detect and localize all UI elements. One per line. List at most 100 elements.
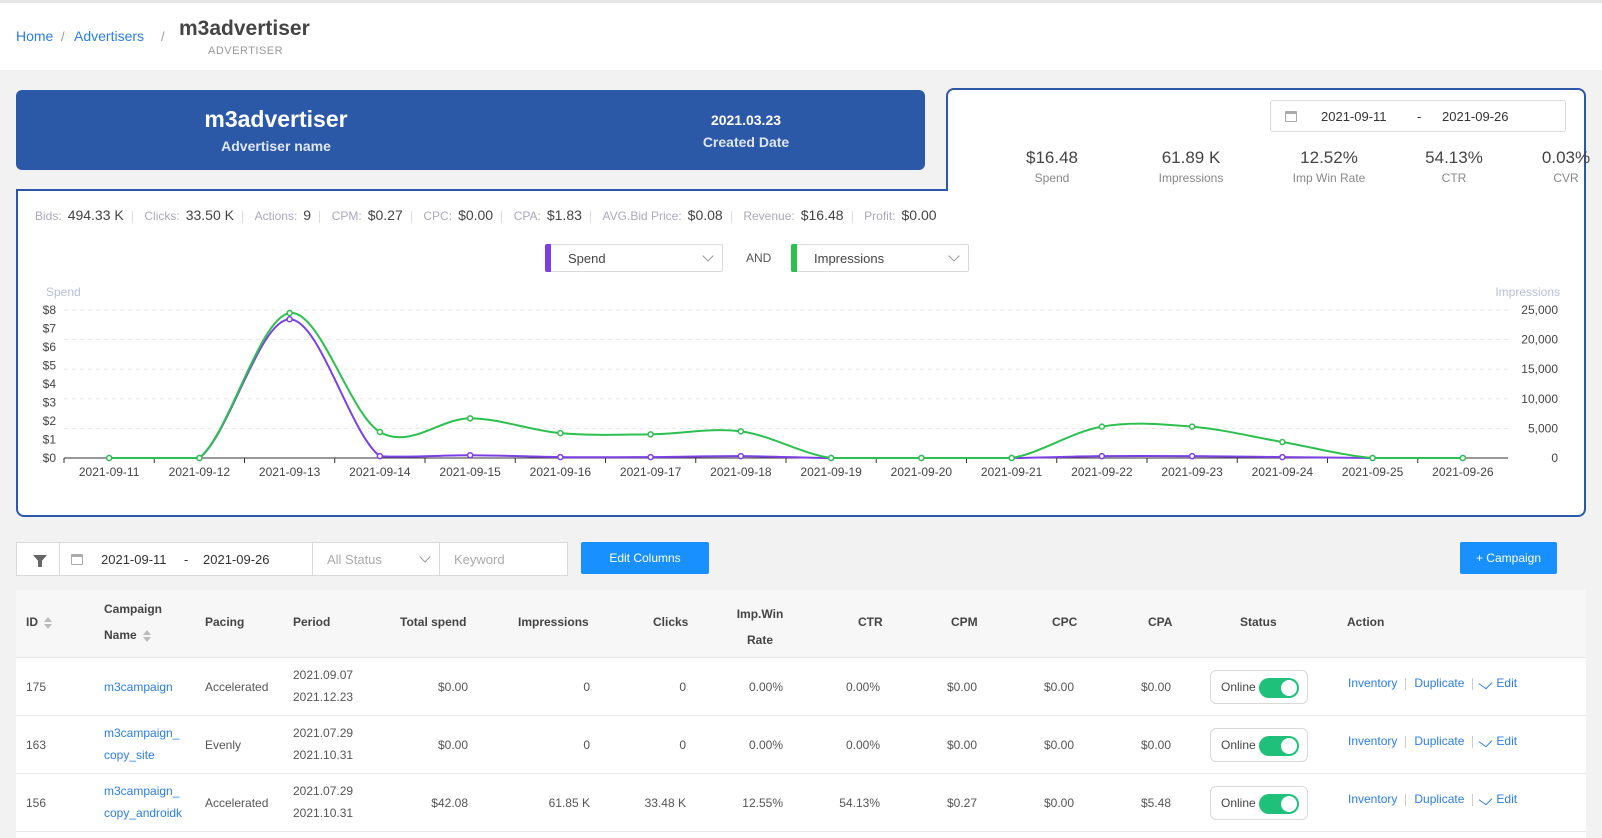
filter-icon xyxy=(33,555,47,563)
kpi-ctr: 54.13% CTR xyxy=(1394,148,1514,185)
status-toggle[interactable]: Online xyxy=(1210,786,1308,820)
duplicate-link[interactable]: Duplicate xyxy=(1414,792,1465,806)
created-date: 2021.03.23 xyxy=(710,112,782,128)
x-tick-label: 2021-09-25 xyxy=(1342,465,1404,479)
status-select-value: All Status xyxy=(327,552,382,567)
edit-columns-button[interactable]: Edit Columns xyxy=(581,542,709,574)
status-select[interactable]: All Status xyxy=(312,542,440,576)
kpi-range-end: 2021-09-26 xyxy=(1442,109,1509,124)
toggle-switch[interactable] xyxy=(1259,736,1299,756)
stat-label: Bids: xyxy=(35,209,62,223)
col-period: Period xyxy=(293,615,331,629)
kpi-label: CVR xyxy=(1553,171,1579,185)
y-tick-label: $7 xyxy=(43,322,57,336)
col-imp-win-rate: Imp.Win Rate xyxy=(736,607,784,647)
table-date-range-picker[interactable]: 2021-09-11 - 2021-09-26 xyxy=(59,542,313,576)
pencil-icon xyxy=(1478,794,1493,806)
cell-period: 2021.09.07 2021.12.23 xyxy=(293,668,354,704)
toggle-switch[interactable] xyxy=(1259,794,1299,814)
status-toggle[interactable]: Online xyxy=(1210,670,1308,704)
inventory-link[interactable]: Inventory xyxy=(1348,676,1398,690)
y2-axis-title: Impressions xyxy=(1495,285,1560,299)
kpi-value: 54.13% xyxy=(1425,148,1483,167)
duplicate-link[interactable]: Duplicate xyxy=(1414,676,1465,690)
data-point xyxy=(466,451,474,459)
x-tick-label: 2021-09-17 xyxy=(620,465,682,479)
kpi-cvr: 0.03% CVR xyxy=(1506,148,1602,185)
chevron-down-icon xyxy=(948,250,960,262)
row-actions: Inventory Duplicate Edit xyxy=(1348,676,1517,690)
row-actions: Inventory Duplicate Edit xyxy=(1348,734,1517,748)
spend-impressions-chart: Spend Impressions 0 5,000 10,000 15,000 20,000… xyxy=(43,285,1560,479)
x-tick-label: 2021-09-18 xyxy=(710,465,772,479)
stat-value: $0.00 xyxy=(458,207,494,223)
stat-label: Clicks: xyxy=(144,209,180,223)
left-metric-value: Spend xyxy=(568,251,606,266)
cell-clicks: 0 xyxy=(679,680,686,694)
chart-panel: Bids: 494.33 K Clicks: 33.50 K Actions: 9 C… xyxy=(16,189,1586,517)
col-action: Action xyxy=(1347,615,1385,629)
x-tick-label: 2021-09-14 xyxy=(349,465,411,479)
stat-label: Revenue: xyxy=(743,209,795,223)
status-toggle[interactable]: Online xyxy=(1210,728,1308,762)
toggle-switch[interactable] xyxy=(1259,678,1299,698)
cell-ctr: 0.00% xyxy=(845,680,880,694)
keyword-input[interactable]: Keyword xyxy=(439,542,568,576)
kpi-date-range-picker[interactable]: 2021-09-11 - 2021-09-26 xyxy=(1270,100,1566,132)
kpi-spend: $16.48 Spend xyxy=(992,148,1112,185)
breadcrumb-advertisers[interactable]: Advertisers xyxy=(74,28,145,44)
cell-id: 156 xyxy=(26,796,47,810)
page-title: m3advertiser xyxy=(179,17,310,40)
col-campaign-name[interactable]: Campaign Name xyxy=(104,602,163,642)
duplicate-link[interactable]: Duplicate xyxy=(1414,734,1465,748)
col-cpa: CPA xyxy=(1148,615,1173,629)
table-row: 156 m3campaign_ copy_androidk Accelerated… xyxy=(16,774,1586,832)
table-header: ID Campaign Name Pacing Period Total spen… xyxy=(16,590,1586,658)
y-tick-label: $5 xyxy=(43,359,57,373)
status-label: Online xyxy=(1221,680,1256,694)
cell-imp-win-rate: 0.00% xyxy=(748,680,783,694)
data-point xyxy=(1369,454,1376,462)
kpi-impressions: 61.89 K Impressions xyxy=(1131,148,1251,185)
status-label: Online xyxy=(1221,796,1256,810)
right-metric-select[interactable]: Impressions xyxy=(791,244,969,272)
keyword-placeholder: Keyword xyxy=(454,552,505,567)
inventory-link[interactable]: Inventory xyxy=(1348,792,1398,806)
y2-tick-label: 25,000 xyxy=(1521,303,1558,317)
filter-button[interactable] xyxy=(16,542,60,576)
kpi-label: Spend xyxy=(1034,171,1070,185)
y-tick-label: $1 xyxy=(43,433,57,447)
cell-total-spend: $42.08 xyxy=(431,796,468,810)
breadcrumb-home[interactable]: Home xyxy=(16,28,54,44)
col-id[interactable]: ID xyxy=(26,615,52,629)
left-metric-select[interactable]: Spend xyxy=(545,244,723,272)
col-total-spend: Total spend xyxy=(400,615,467,629)
chevron-down-icon xyxy=(702,250,714,262)
x-tick-label: 2021-09-21 xyxy=(981,465,1043,479)
y-tick-label: $0 xyxy=(43,451,57,465)
stat-value: $16.48 xyxy=(800,207,844,223)
edit-link[interactable]: Edit xyxy=(1496,792,1518,806)
y-tick-label: $6 xyxy=(43,340,57,354)
col-ctr: CTR xyxy=(858,615,883,629)
stat-label: AVG.Bid Price: xyxy=(602,209,682,223)
data-point xyxy=(737,428,745,435)
series-line-spend xyxy=(109,318,1463,460)
campaign-name-link[interactable]: m3campaign_ copy_site xyxy=(104,726,180,762)
data-point xyxy=(737,452,745,460)
campaign-name-link[interactable]: m3campaign xyxy=(104,680,173,694)
stat-value: $1.83 xyxy=(546,207,582,223)
kpi-value: 61.89 K xyxy=(1161,148,1221,167)
x-tick-label: 2021-09-15 xyxy=(439,465,501,479)
x-tick-label: 2021-09-24 xyxy=(1252,465,1314,479)
y-tick-label: $3 xyxy=(43,396,57,410)
edit-link[interactable]: Edit xyxy=(1496,676,1518,690)
cell-impressions: 0 xyxy=(583,680,590,694)
inventory-link[interactable]: Inventory xyxy=(1348,734,1398,748)
edit-link[interactable]: Edit xyxy=(1496,734,1518,748)
add-campaign-button[interactable]: + Campaign xyxy=(1460,542,1557,574)
cell-imp-win-rate: 12.55% xyxy=(742,796,783,810)
campaign-name-link[interactable]: m3campaign_ copy_androidk xyxy=(104,784,183,820)
kpi-value: 12.52% xyxy=(1300,148,1358,167)
cell-pacing: Evenly xyxy=(205,738,242,752)
